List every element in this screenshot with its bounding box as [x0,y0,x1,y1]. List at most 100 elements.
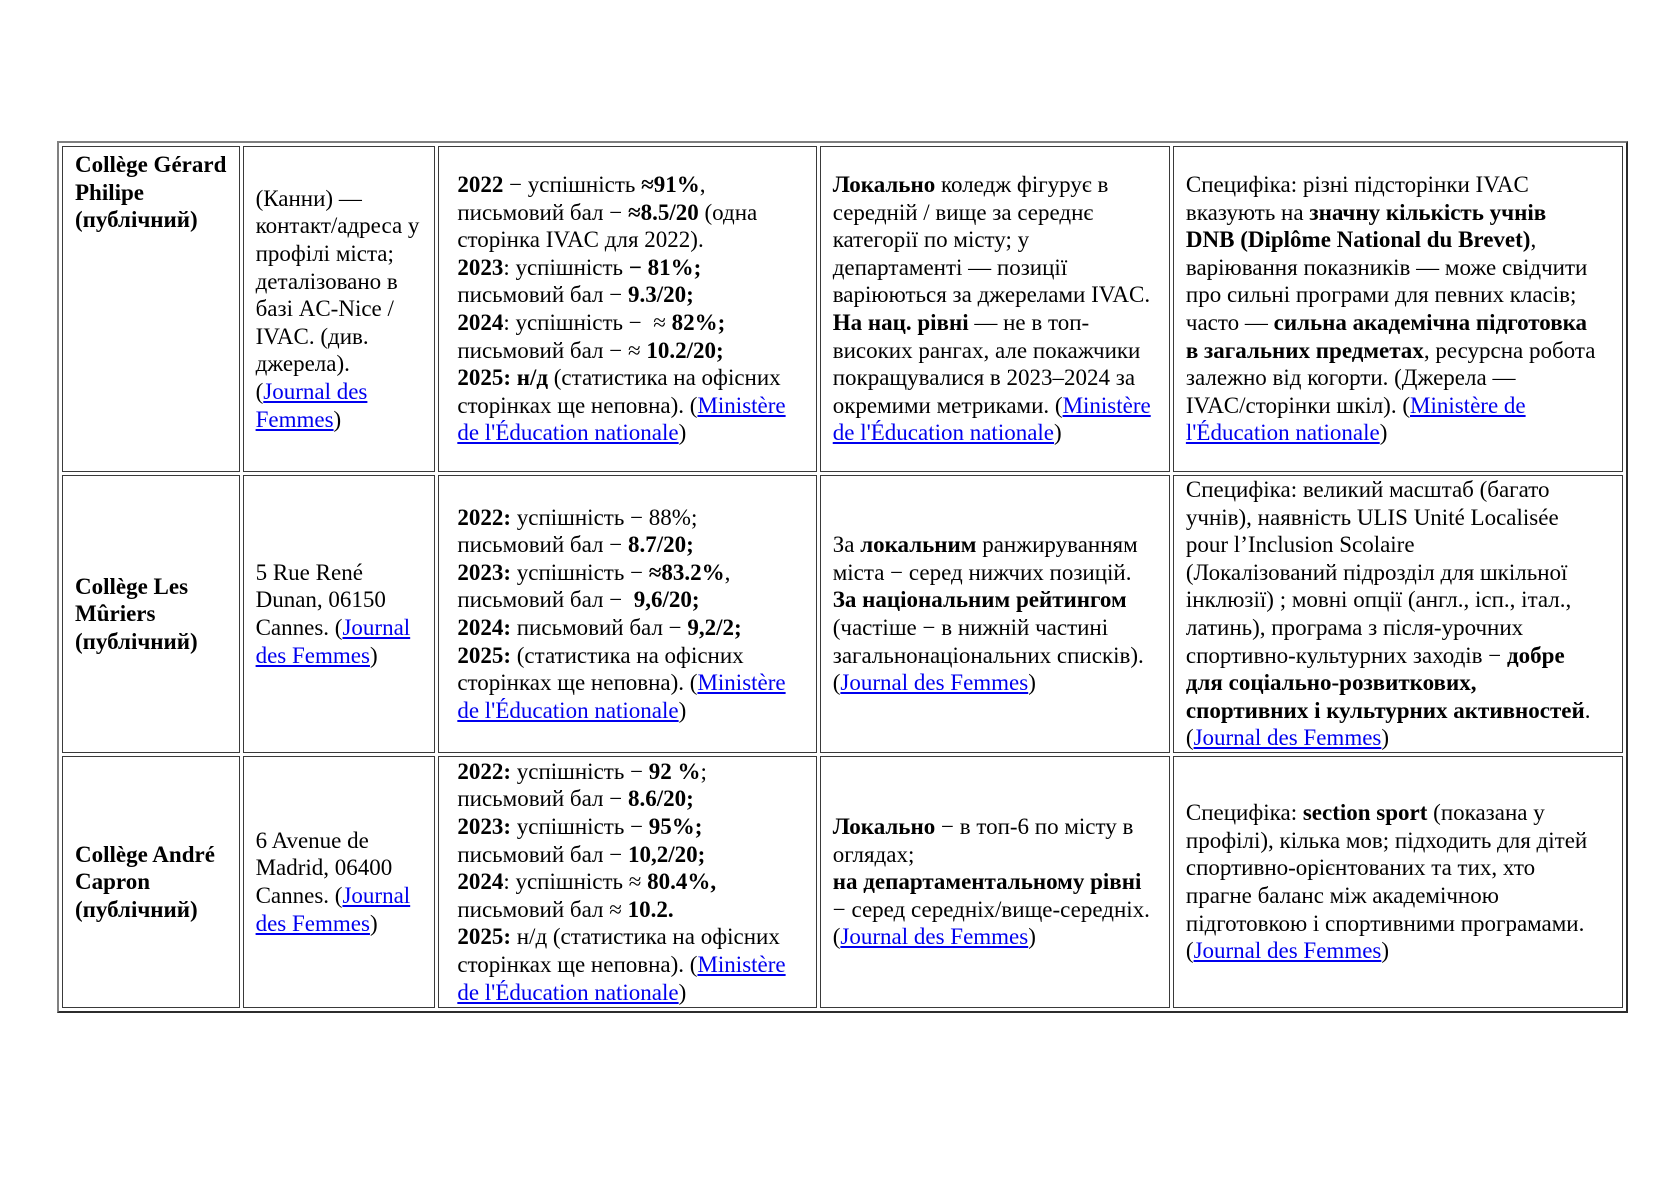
text-line: письмовий бал − 9.3/20; [457,281,809,309]
text: ( [832,924,841,950]
text: ) [1054,420,1062,446]
bold-text: (публічний) [75,628,198,654]
source-link[interactable]: Journal des [263,378,368,404]
text: ) [678,697,687,723]
text-line: Локально коледж фігурує в [833,171,1163,199]
text: вказують на [1185,199,1310,225]
text-line: Capron [75,868,233,896]
ranking-cell: Локально − в топ-6 по місту в оглядах; на … [819,755,1170,1008]
text: − серед середніх/вище-середніх. [832,896,1150,922]
bold-text: Collège Gérard [75,152,227,177]
text-line: спортивно-орієнтованих та тих, хто [1186,854,1616,882]
source-link[interactable]: Journal des Femmes [1193,725,1382,751]
text: середній / вище за середнє [832,199,1094,225]
text: спортивно-культурних заходів − [1185,642,1508,668]
text: : успішність ≈ [503,869,648,895]
text-line: de l'Éducation nationale) [457,697,809,725]
text-line: (частіше − в нижній частині [833,614,1163,642]
source-link[interactable]: Ministère de [1410,392,1526,418]
bold-text: 9,6/20; [633,587,700,613]
bold-text: Локально [832,813,936,839]
text: високих рангах, але покажчики [832,337,1141,363]
text: ) [1381,725,1390,751]
source-link[interactable]: de l'Éducation nationale [457,979,679,1005]
bold-text: 2022: [457,504,511,530]
source-link[interactable]: de l'Éducation nationale [457,420,679,446]
text: сторінках ще неповна). ( [457,670,698,696]
text-line: письмовий бал − 8.7/20; [457,531,809,559]
text: ; [700,758,707,784]
text-line: деталізовано в [256,268,429,296]
text: окремими метриками. ( [832,392,1063,418]
source-link[interactable]: Journal des Femmes [840,924,1029,950]
text: − успішність [503,172,642,198]
address-cell: 6 Avenue de Madrid, 06400 Cannes. (Journal… [242,755,436,1008]
bold-text: в загальних предметах [1185,337,1424,363]
text: інклюзії) ; мовні опції (англ., ісп., іт… [1185,587,1572,613]
source-link[interactable]: Femmes [255,406,334,432]
text-line: департаменті — позиції [833,254,1163,282]
text-line: de l'Éducation nationale) [833,419,1163,447]
text: ( [1185,938,1194,964]
text: ) [678,979,687,1005]
text-line: 2022: успішність − 88%; [457,504,809,532]
text-line: l'Éducation nationale) [1186,419,1616,447]
text-line: покращувалися в 2023–2024 за [833,364,1163,392]
source-link[interactable]: Ministère [1062,392,1151,418]
text: , ресурсна робота [1423,337,1596,363]
text: міста − серед нижчих позицій. [832,559,1132,585]
text-line: DNB (Diplôme National du Brevet), [1186,226,1616,254]
text: учнів), наявність ULIS Unité Localisée [1185,504,1559,530]
source-link[interactable]: Ministère [697,951,786,977]
text: : успішність − ≈ [503,310,672,335]
text: Cannes. ( [255,614,343,640]
text-line: 6 Avenue de [256,827,429,855]
text-line: спортивно-культурних заходів − добре [1186,642,1616,670]
source-link[interactable]: de l'Éducation nationale [457,697,679,723]
source-link[interactable]: Ministère [697,670,786,696]
text: прагне баланс між академічною [1185,882,1499,908]
bold-text: 80.4%, [647,869,717,895]
source-link[interactable]: Journal [342,882,411,908]
source-link[interactable]: des Femmes [255,910,370,936]
text: деталізовано в [255,268,398,294]
text: (статистика на офісних [511,642,744,668]
text: профілі міста; [255,241,394,267]
text-line: (Локалізований підрозділ для шкільної [1186,559,1616,587]
bold-text: 2024: [457,614,511,640]
source-link[interactable]: l'Éducation nationale [1185,420,1380,446]
text-line: профілі), кілька мов; підходить для діте… [1186,827,1616,855]
bold-text: Collège Les [75,573,189,599]
text-line: латинь), програма з після-урочних [1186,614,1616,642]
text: ранжируванням [976,532,1138,558]
source-link[interactable]: Journal des Femmes [840,670,1029,696]
text-line: Специфіка: section sport (показана у [1186,799,1616,827]
results-cell: 2022 − успішність ≈91%, письмовий бал − ≈… [438,146,817,472]
address-cell: (Канни) — контакт/адреса у профілі міста; д… [242,146,436,472]
text-line: в загальних предметах, ресурсна робота [1186,337,1616,365]
text-line: 2022: успішність − 92 %; [457,758,809,786]
text: — не в топ- [968,310,1090,335]
ranking-cell: За локальним ранжируванням міста − серед … [819,475,1170,753]
bold-text: На нац. рівні [832,310,969,335]
text-line: За національним рейтингом [833,586,1163,614]
text-line: 2022 − успішність ≈91%, [457,171,809,199]
source-link[interactable]: Journal [342,614,411,640]
text: категорії по місту; у [832,227,1030,253]
bold-text: спортивних і культурних активностей [1185,697,1585,723]
source-link[interactable]: Journal des Femmes [1193,938,1382,964]
bold-text: 95%; [648,813,703,839]
bold-text: ≈8.5/20 [628,199,699,225]
text: ( [255,378,264,404]
bold-text: 2024 [457,869,504,895]
bold-text: 10.2/20; [646,337,724,363]
text-line: на департаментальному рівні [833,868,1163,896]
source-link[interactable]: Ministère [697,392,786,418]
source-link[interactable]: des Femmes [255,642,370,668]
text: сторінка IVAC для 2022). [457,227,704,253]
text-line: учнів), наявність ULIS Unité Localisée [1186,504,1616,532]
text: н/д (статистика на офісних [511,924,780,950]
table-row: Collège André Capron (публічний) 6 Avenue d… [62,755,1623,1008]
bold-text: 10,2/20; [628,841,706,867]
source-link[interactable]: de l'Éducation nationale [832,420,1055,446]
